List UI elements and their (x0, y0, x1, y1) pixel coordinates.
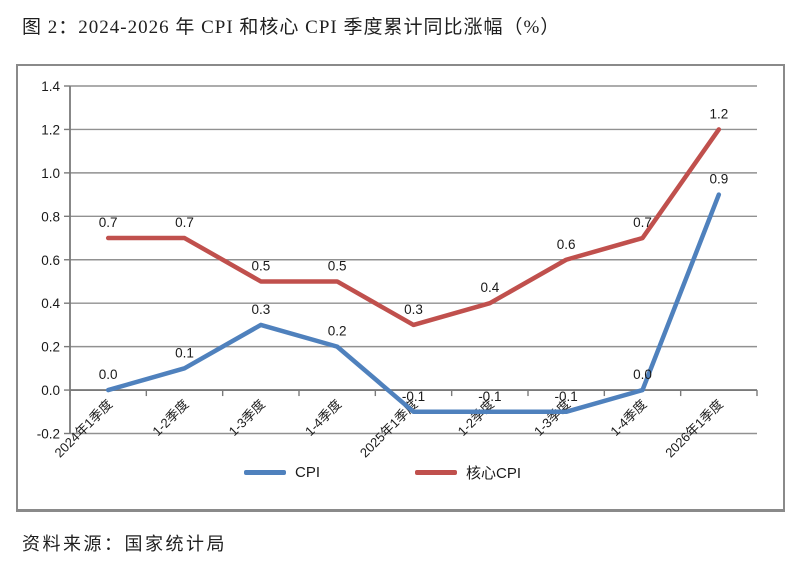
svg-text:-0.2: -0.2 (37, 427, 60, 442)
svg-text:0.7: 0.7 (99, 215, 118, 230)
cpi-line-swatch (243, 470, 286, 475)
svg-text:0.8: 0.8 (41, 209, 60, 224)
svg-text:0.6: 0.6 (557, 237, 576, 252)
svg-text:0.2: 0.2 (328, 324, 347, 339)
y-axis: 1.4 1.2 1.0 0.8 0.6 0.4 0.2 0.0 -0.2 (37, 79, 71, 442)
svg-text:1.2: 1.2 (709, 106, 728, 121)
svg-text:0.1: 0.1 (175, 345, 194, 360)
core-cpi-line-swatch (415, 470, 457, 475)
svg-text:0.3: 0.3 (251, 302, 270, 317)
svg-text:0.7: 0.7 (633, 215, 652, 230)
svg-text:0.6: 0.6 (41, 253, 60, 268)
svg-text:0.9: 0.9 (709, 172, 728, 187)
svg-text:0.4: 0.4 (480, 280, 499, 295)
chart-legend: CPI 核心CPI (0, 462, 765, 483)
svg-text:0.0: 0.0 (41, 383, 60, 398)
legend-item-core-cpi: 核心CPI (415, 462, 521, 483)
svg-text:1.4: 1.4 (41, 79, 60, 94)
legend-label-cpi: CPI (294, 464, 320, 481)
svg-text:0.7: 0.7 (175, 215, 194, 230)
cpi-series-line (105, 192, 722, 415)
source-note: 资料来源：国家统计局 (22, 534, 227, 554)
svg-text:0.0: 0.0 (99, 367, 118, 382)
svg-text:1-4季度: 1-4季度 (302, 397, 344, 439)
legend-item-cpi: CPI (243, 464, 320, 481)
svg-text:2026年1季度: 2026年1季度 (662, 397, 726, 461)
category-labels: 2024年1季度 1-2季度 1-3季度 1-4季度 2025年1季度 1-2季度 1-3季… (52, 397, 726, 461)
svg-text:0.4: 0.4 (41, 296, 60, 311)
svg-text:-0.1: -0.1 (478, 389, 501, 404)
svg-text:0.2: 0.2 (41, 340, 60, 355)
svg-text:0.5: 0.5 (251, 258, 270, 273)
svg-text:1.2: 1.2 (41, 122, 60, 137)
svg-text:1-4季度: 1-4季度 (607, 397, 649, 439)
svg-text:2024年1季度: 2024年1季度 (52, 397, 116, 461)
svg-text:-0.1: -0.1 (555, 389, 578, 404)
legend-label-core-cpi: 核心CPI (466, 465, 522, 482)
svg-text:0.5: 0.5 (328, 258, 347, 273)
data-labels: 0.0 0.1 0.3 0.2 -0.1 -0.1 -0.1 0.0 0.9 0.7 0.7 0.5 0… (99, 106, 728, 403)
core-cpi-series-line (105, 127, 722, 328)
chart-container: 1.4 1.2 1.0 0.8 0.6 0.4 0.2 0.0 -0.2 2024年1季度 1-2季… (16, 64, 785, 512)
svg-text:0.0: 0.0 (633, 367, 652, 382)
svg-text:1-3季度: 1-3季度 (226, 397, 268, 439)
svg-text:1-2季度: 1-2季度 (149, 397, 191, 439)
figure-title: 图 2：2024-2026 年 CPI 和核心 CPI 季度累计同比涨幅（%） (22, 17, 561, 38)
svg-text:-0.1: -0.1 (402, 389, 425, 404)
gridlines (70, 85, 757, 435)
svg-text:1.0: 1.0 (41, 166, 60, 181)
svg-text:2025年1季度: 2025年1季度 (357, 397, 421, 461)
svg-text:0.3: 0.3 (404, 302, 423, 317)
